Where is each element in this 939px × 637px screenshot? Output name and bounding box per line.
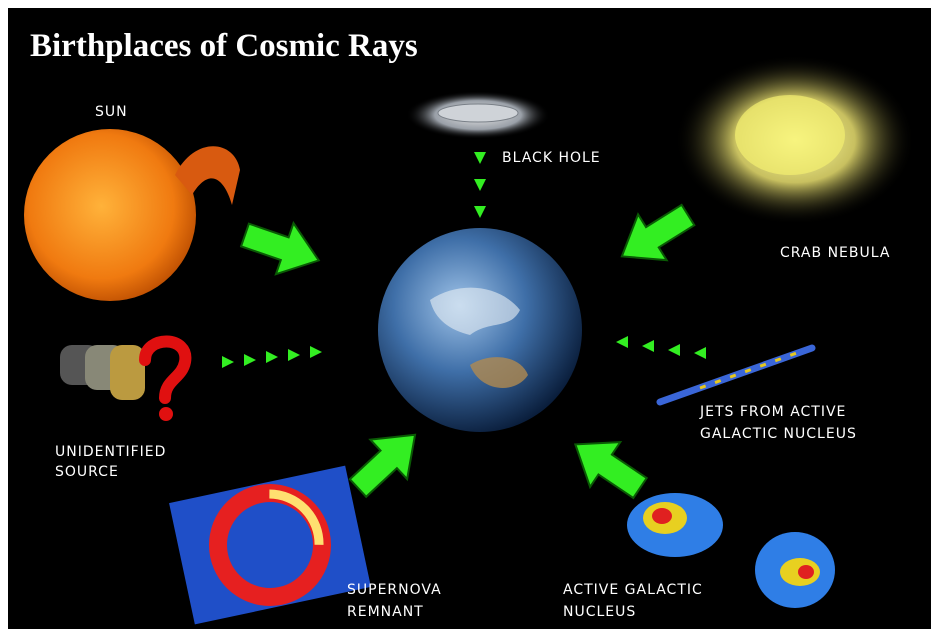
earth-image (378, 228, 582, 432)
diagram: Birthplaces of Cosmic Rays (0, 0, 939, 637)
black-hole-disk (438, 104, 518, 122)
page: Birthplaces of Cosmic Rays (0, 0, 939, 637)
label: SOURCE (55, 464, 119, 480)
title: Birthplaces of Cosmic Rays (30, 28, 418, 64)
label: SUN (95, 104, 128, 120)
label: ACTIVE GALACTIC (563, 582, 703, 598)
label: REMNANT (347, 604, 424, 620)
label: UNIDENTIFIED (55, 444, 166, 460)
label: CRAB NEBULA (780, 245, 890, 261)
label: JETS FROM ACTIVE (699, 404, 846, 420)
label: NUCLEUS (563, 604, 636, 620)
sun-image (24, 129, 196, 301)
crab-nebula-core (735, 95, 845, 175)
label: BLACK HOLE (502, 150, 601, 166)
label: SUPERNOVA (347, 582, 442, 598)
label: GALACTIC NUCLEUS (700, 426, 857, 442)
